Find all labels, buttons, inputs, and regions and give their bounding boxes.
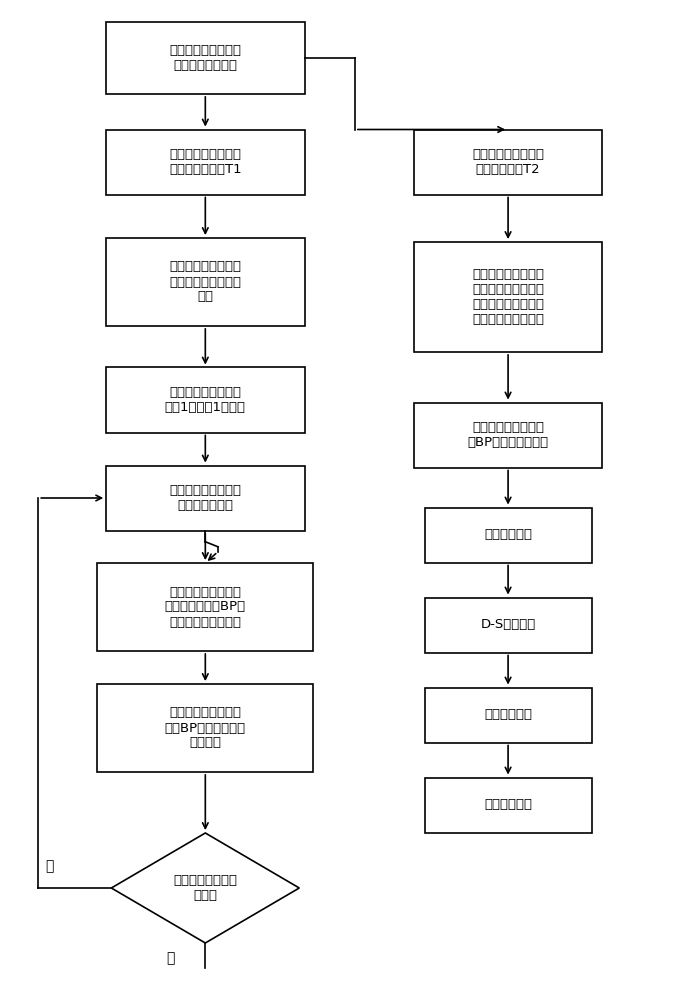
Text: 测试精度小于设定
阈值？: 测试精度小于设定 阈值？ [173,874,237,902]
Text: 是: 是 [166,951,175,965]
Text: 将煤矸识别装置安装
在液压支架尾梁处: 将煤矸识别装置安装 在液压支架尾梁处 [169,44,242,72]
FancyBboxPatch shape [106,129,305,194]
FancyBboxPatch shape [425,688,592,742]
FancyBboxPatch shape [106,466,305,530]
FancyBboxPatch shape [425,778,592,832]
Text: 人工控制放煤的启停
动作，时间记为T1: 人工控制放煤的启停 动作，时间记为T1 [169,148,242,176]
Text: D-S证据理论: D-S证据理论 [480,618,536,632]
Text: 输出识别结果: 输出识别结果 [484,528,532,542]
FancyBboxPatch shape [414,403,602,468]
Text: 利用采集到样本数据
对支持向量机和BP神
经网络分别进行训练: 利用采集到样本数据 对支持向量机和BP神 经网络分别进行训练 [165,585,246,629]
FancyBboxPatch shape [97,563,313,651]
Text: 采集声音信号和振动
信号，并进行标记和
存储: 采集声音信号和振动 信号，并进行标记和 存储 [169,260,242,304]
Text: 控制放煤动作: 控制放煤动作 [484,798,532,812]
FancyBboxPatch shape [106,22,305,94]
FancyBboxPatch shape [106,238,305,326]
Text: 声音信号或振动信号
每隔1秒记为1个样本: 声音信号或振动信号 每隔1秒记为1个样本 [165,386,246,414]
FancyBboxPatch shape [425,508,592,562]
Text: 训练好的支持向量机
和BP神经网络分类器: 训练好的支持向量机 和BP神经网络分类器 [468,421,548,449]
Text: 否: 否 [45,859,54,873]
FancyBboxPatch shape [425,598,592,652]
Text: 对训练好的支持向量
机和BP神经网络分别
进行测试: 对训练好的支持向量 机和BP神经网络分别 进行测试 [165,706,246,750]
FancyBboxPatch shape [106,367,305,432]
Text: 液压支架自动放煤开
始，时间记为T2: 液压支架自动放煤开 始，时间记为T2 [472,148,544,176]
FancyBboxPatch shape [414,129,602,194]
Text: 对相邻两个采样时间
内的声音信号和振动
信号进行信号分解、
特征提取和特征筛选: 对相邻两个采样时间 内的声音信号和振动 信号进行信号分解、 特征提取和特征筛选 [472,268,544,326]
FancyBboxPatch shape [414,242,602,352]
Polygon shape [111,833,299,943]
Text: 最终识别结果: 最终识别结果 [484,708,532,722]
Text: 信号分解、特征提取
和特征筛选处理: 信号分解、特征提取 和特征筛选处理 [169,484,242,512]
FancyBboxPatch shape [97,684,313,772]
